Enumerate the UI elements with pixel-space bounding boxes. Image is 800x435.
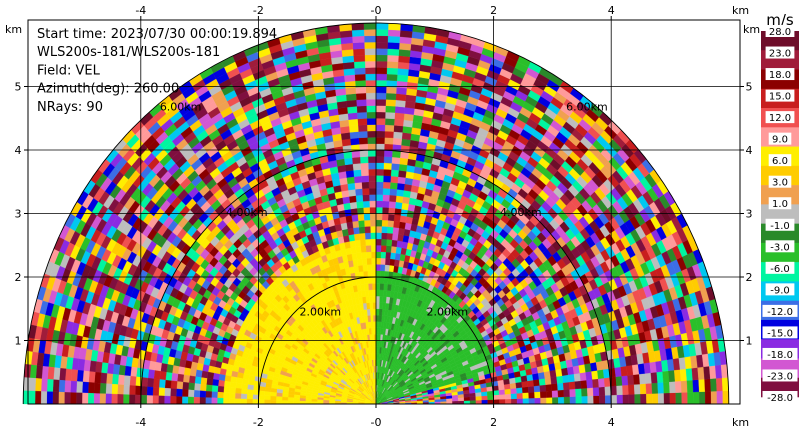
colorbar-tick-label: -23.0: [767, 371, 793, 382]
colorbar-tick-label: 28.0: [769, 27, 791, 38]
y-tick-label-left: 2: [15, 271, 22, 284]
colorbar-tick-label: 9.0: [772, 135, 788, 146]
range-ring: [140, 149, 612, 405]
colorbar-tick-label: 15.0: [769, 92, 791, 103]
colorbar-label-bg: [762, 369, 798, 382]
colorbar-label-bg: [765, 25, 795, 37]
colorbar-tick-label: 6.0: [772, 156, 788, 167]
colorbar-tick-label: -3.0: [770, 242, 790, 253]
colorbar-label-bg: [765, 240, 795, 253]
x-tick-label-top: -4: [135, 4, 146, 17]
x-tick-label-bottom: -4: [135, 416, 146, 429]
plot-area: [23, 22, 729, 405]
scan-info: Start time: 2023/07/30 00:00:19.894 WLS20…: [37, 27, 277, 115]
plot-frame: [27, 19, 741, 405]
colorbar-label-bg: [765, 46, 795, 59]
scan-info-line: Start time: 2023/07/30 00:00:19.894: [37, 27, 277, 42]
y-tick-label-left: 5: [15, 81, 22, 94]
x-tick-label-top: 4: [608, 4, 615, 17]
colorbar-label-bg: [768, 175, 792, 188]
y-tick-label-right: 3: [746, 208, 753, 221]
x-unit-label-top: km: [732, 4, 749, 17]
range-ring-label-right: 4.00km: [500, 206, 542, 219]
colorbar-tick-label: -28.0: [767, 393, 793, 404]
colorbar-tick-label: 3.0: [772, 178, 788, 189]
x-tick-label-bottom: -0: [371, 416, 382, 429]
colorbar-label-bg: [762, 391, 798, 403]
colorbar-label-bg: [765, 283, 795, 296]
range-ring: [22, 22, 730, 405]
colorbar-tick-label: 18.0: [769, 70, 791, 81]
range-ring-label-left: 6.00km: [160, 100, 202, 113]
y-tick-label-right: 5: [746, 81, 753, 94]
axis-ticks: -4 -4 -2 -2 -0 -0 2 2 4 4 1 1 2 2 3 3 4 4 5 5 km km km km: [5, 4, 760, 429]
colorbar-label-bg: [762, 326, 798, 339]
colorbar-tick-label: -1.0: [770, 221, 790, 232]
x-tick-label-bottom: -2: [253, 416, 264, 429]
colorbar-unit: m/s: [766, 11, 794, 29]
range-ring-label-right: 6.00km: [566, 100, 608, 113]
colorbar-tick-label: -15.0: [767, 328, 793, 339]
scan-info-line: NRays: 90: [37, 100, 103, 115]
range-rings: 2.00km 2.00km 4.00km 4.00km 6.00km 6.00km: [22, 22, 730, 405]
colorbar-tick-label: -6.0: [770, 264, 790, 275]
scan-info-line: Azimuth(deg): 260.00: [37, 82, 179, 97]
y-tick-label-right: 4: [746, 144, 753, 157]
colorbar-tick-label: 12.0: [769, 113, 791, 124]
colorbar-label-bg: [762, 304, 798, 317]
colorbar-label-bg: [768, 154, 792, 167]
colorbar-label-bg: [765, 89, 795, 102]
range-ring-label-left: 4.00km: [226, 206, 268, 219]
x-tick-label-top: 2: [490, 4, 497, 17]
x-tick-label-top: -0: [371, 4, 382, 17]
y-tick-label-right: 1: [746, 335, 753, 348]
y-unit-label-left: km: [5, 23, 22, 36]
colorbar-tick-label: -9.0: [770, 285, 790, 296]
grid-lines: [28, 20, 740, 404]
colorbar-label-bg: [762, 347, 798, 360]
y-tick-label-right: 2: [746, 271, 753, 284]
range-ring-label-left: 2.00km: [299, 305, 341, 318]
y-tick-label-left: 3: [15, 208, 22, 221]
colorbar-label-bg: [765, 218, 795, 231]
x-tick-label-bottom: 4: [608, 416, 615, 429]
velocity-colorbar: m/s28.0 23.0 18.0 15.0 12.0 9.0 6.0 3.0 1.0 -1.0 -…: [761, 11, 799, 404]
y-unit-label-right: km: [743, 23, 760, 36]
colorbar-tick-label: -12.0: [767, 307, 793, 318]
colorbar-tick-label: 1.0: [772, 199, 788, 210]
x-tick-label-bottom: 2: [490, 416, 497, 429]
scan-info-line: Field: VEL: [37, 63, 101, 78]
y-tick-label-left: 4: [15, 144, 22, 157]
colorbar-label-bg: [768, 197, 792, 210]
colorbar-tick-label: 23.0: [769, 49, 791, 60]
range-ring: [257, 276, 495, 405]
colorbar-tick-label: -18.0: [767, 350, 793, 361]
colorbar-label-bg: [768, 132, 792, 145]
colorbar-label-bg: [765, 261, 795, 274]
colorbar-label-bg: [765, 111, 795, 124]
y-tick-label-left: 1: [15, 335, 22, 348]
x-unit-label-bottom: km: [732, 416, 749, 429]
range-ring-label-right: 2.00km: [427, 305, 469, 318]
colorbar-label-bg: [765, 68, 795, 81]
scan-info-line: WLS200s-181/WLS200s-181: [37, 45, 220, 60]
x-tick-label-top: -2: [253, 4, 264, 17]
